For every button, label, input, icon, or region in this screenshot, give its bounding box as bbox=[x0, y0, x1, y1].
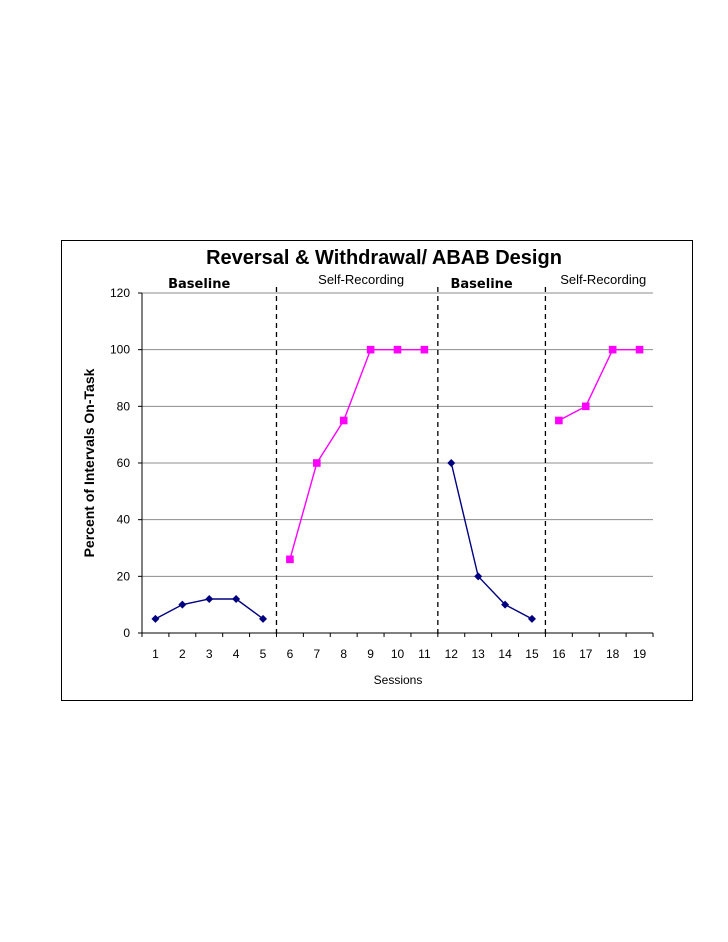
x-tick-label-8: 8 bbox=[340, 647, 347, 661]
data-point-baseline-2-session-14 bbox=[501, 600, 510, 609]
data-series bbox=[151, 345, 644, 623]
x-tick-label-14: 14 bbox=[498, 647, 512, 661]
y-tick-label-0: 0 bbox=[123, 626, 130, 640]
x-tick-label-16: 16 bbox=[552, 647, 566, 661]
x-tick-label-12: 12 bbox=[445, 647, 459, 661]
data-point-baseline-1-session-4 bbox=[232, 595, 241, 603]
chart-title: Reversal & Withdrawal/ ABAB Design bbox=[206, 247, 562, 269]
data-point-intervention-1-session-10 bbox=[393, 345, 402, 354]
data-point-intervention-1-session-8 bbox=[339, 416, 348, 425]
data-point-intervention-2-session-19 bbox=[635, 345, 644, 354]
data-point-intervention-2-session-16 bbox=[555, 416, 563, 425]
y-axis-label: Percent of Intervals On-Task bbox=[81, 368, 97, 557]
phase-label-1: Baseline bbox=[168, 277, 230, 292]
data-point-intervention-2-session-18 bbox=[608, 345, 617, 354]
data-point-baseline-2-session-12 bbox=[447, 459, 456, 467]
data-point-baseline-1-session-3 bbox=[205, 595, 214, 603]
x-tick-label-10: 10 bbox=[391, 647, 405, 661]
y-tick-label-120: 120 bbox=[110, 286, 130, 300]
data-point-intervention-1-session-7 bbox=[313, 459, 321, 467]
x-tick-label-18: 18 bbox=[606, 647, 620, 661]
x-axis-label: Sessions bbox=[374, 673, 423, 687]
chart-frame: Reversal & Withdrawal/ ABAB Design 0 20 40… bbox=[61, 240, 693, 701]
x-tick-label-17: 17 bbox=[579, 647, 593, 661]
data-point-intervention-1-session-6 bbox=[286, 555, 294, 564]
phase-label-3: Baseline bbox=[451, 277, 513, 292]
x-tick-label-7: 7 bbox=[313, 647, 320, 661]
series-line-intervention-2 bbox=[558, 348, 640, 422]
data-point-baseline-1-session-1 bbox=[151, 614, 160, 623]
phase-change-lines bbox=[275, 287, 547, 635]
data-point-baseline-1-session-2 bbox=[178, 600, 187, 609]
x-tick-label-11: 11 bbox=[418, 647, 431, 661]
x-tick-label-2: 2 bbox=[179, 647, 186, 661]
data-point-intervention-1-session-11 bbox=[420, 345, 429, 354]
x-tick-label-3: 3 bbox=[206, 647, 213, 661]
chart-svg: Reversal & Withdrawal/ ABAB Design 0 20 40… bbox=[81, 247, 654, 687]
series-line-baseline-2 bbox=[450, 462, 533, 620]
x-tick-label-5: 5 bbox=[260, 647, 267, 661]
y-tick-label-100: 100 bbox=[110, 343, 130, 357]
data-point-baseline-1-session-5 bbox=[259, 614, 268, 623]
y-tick-label-80: 80 bbox=[117, 399, 131, 413]
data-point-baseline-2-session-13 bbox=[474, 572, 483, 581]
x-tick-label-19: 19 bbox=[633, 647, 647, 661]
gridlines bbox=[142, 292, 653, 577]
series-line-intervention-1 bbox=[289, 348, 425, 560]
x-tick-label-4: 4 bbox=[233, 647, 240, 661]
y-tick-label-60: 60 bbox=[117, 456, 131, 470]
data-point-intervention-2-session-17 bbox=[581, 402, 590, 411]
phase-label-2: Self-Recording bbox=[318, 272, 404, 287]
x-tick-label-6: 6 bbox=[287, 647, 294, 661]
x-tick-label-15: 15 bbox=[525, 647, 539, 661]
phase-label-4: Self-Recording bbox=[560, 272, 646, 287]
x-tick-label-9: 9 bbox=[367, 647, 374, 661]
y-tick-label-40: 40 bbox=[117, 513, 131, 527]
data-point-intervention-1-session-9 bbox=[366, 345, 375, 354]
x-tick-label-1: 1 bbox=[152, 647, 159, 661]
data-point-baseline-2-session-15 bbox=[527, 614, 536, 623]
x-tick-label-13: 13 bbox=[472, 647, 486, 661]
y-tick-label-20: 20 bbox=[117, 569, 131, 583]
